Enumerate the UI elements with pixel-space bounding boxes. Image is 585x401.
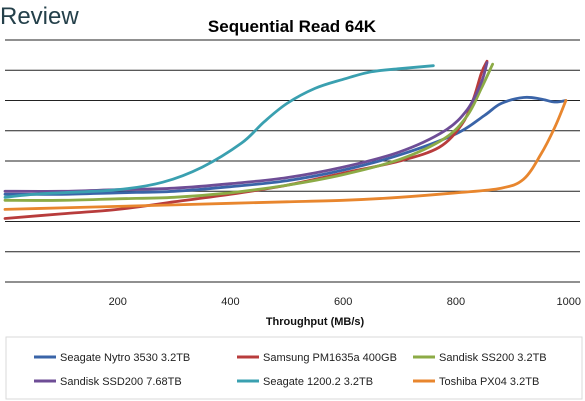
- x-tick-label: 800: [447, 296, 465, 308]
- legend-label: Sandisk SSD200 7.68TB: [60, 376, 182, 388]
- series-line-3: [3, 62, 494, 202]
- x-axis-title: Throughput (MB/s): [266, 316, 365, 328]
- legend-label: Samsung PM1635a 400GB: [263, 352, 397, 364]
- x-tick-labels: 200 400 600 800 1000: [109, 296, 581, 308]
- series-line-5: [3, 64, 435, 199]
- series-lines: [3, 59, 568, 220]
- legend-label: Sandisk SS200 3.2TB: [439, 352, 547, 364]
- brand-logo-text: Review: [0, 3, 79, 30]
- legend-box: [5, 336, 583, 400]
- legend-label: Toshiba PX04 3.2TB: [439, 376, 539, 388]
- legend-label: Seagate 1200.2 3.2TB: [263, 376, 373, 388]
- series-line-4: [3, 61, 489, 193]
- series-line-1: [3, 95, 568, 196]
- x-tick-label: 1000: [556, 296, 580, 308]
- legend: Seagate Nytro 3530 3.2TB Samsung PM1635a …: [34, 352, 547, 388]
- x-tick-label: 600: [334, 296, 352, 308]
- x-tick-label: 200: [109, 296, 127, 308]
- x-tick-label: 400: [221, 296, 239, 308]
- legend-label: Seagate Nytro 3530 3.2TB: [60, 352, 190, 364]
- series-line-6: [3, 99, 568, 211]
- gridlines: [5, 39, 580, 253]
- chart-title: Sequential Read 64K: [208, 17, 377, 36]
